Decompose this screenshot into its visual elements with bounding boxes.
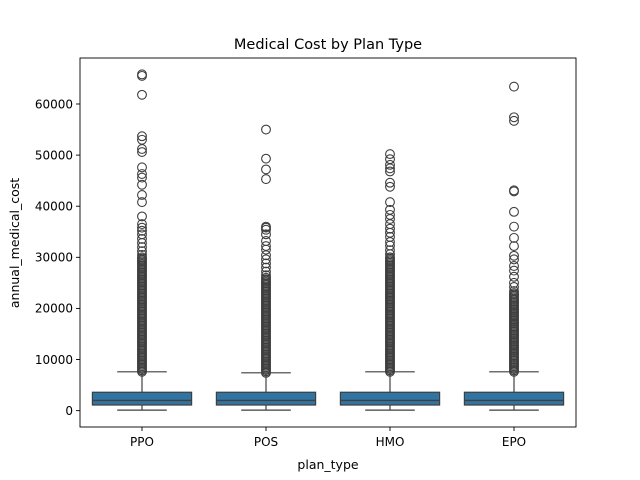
outlier-point xyxy=(385,181,395,192)
y-tick-label: 40000 xyxy=(35,200,73,214)
outlier-point xyxy=(509,232,519,243)
y-tick-label: 60000 xyxy=(35,97,73,111)
outlier-point xyxy=(509,241,519,252)
outlier-point xyxy=(137,246,147,257)
outlier-point xyxy=(137,229,147,240)
outlier-point xyxy=(261,229,271,240)
x-tick-label: POS xyxy=(254,435,278,449)
outlier-point xyxy=(137,249,147,260)
outlier-point xyxy=(137,252,147,263)
outlier-point xyxy=(385,223,395,234)
outlier-point xyxy=(261,266,271,277)
outlier-point xyxy=(509,185,519,196)
box-group-ppo xyxy=(91,69,193,411)
outlier-point xyxy=(137,219,147,230)
outlier-point xyxy=(509,250,519,261)
y-tick-label: 50000 xyxy=(35,148,73,162)
y-tick-label: 0 xyxy=(65,404,73,418)
outlier-point xyxy=(261,221,271,232)
outlier-point xyxy=(137,222,147,233)
outlier-point xyxy=(385,204,395,215)
outlier-point xyxy=(137,69,147,80)
outlier-point xyxy=(509,81,519,92)
outlier-point xyxy=(509,221,519,232)
outlier-point xyxy=(261,262,271,273)
box-group-pos xyxy=(215,124,317,411)
outlier-point xyxy=(385,154,395,165)
outlier-point xyxy=(261,258,271,269)
outlier-point xyxy=(385,231,395,242)
iqr-box xyxy=(215,391,317,406)
outlier-point xyxy=(261,241,271,252)
outlier-point xyxy=(509,112,519,123)
outlier-point xyxy=(385,166,395,177)
outlier-point xyxy=(137,134,147,145)
iqr-box xyxy=(339,391,441,406)
outlier-point xyxy=(137,211,147,222)
y-axis-label: annual_medical_cost xyxy=(7,178,22,308)
outlier-point xyxy=(509,271,519,282)
x-axis-label: plan_type xyxy=(297,457,358,472)
y-axis: 0 10000 20000 30000 40000 50000 60000 xyxy=(35,97,80,418)
outlier-point xyxy=(137,131,147,142)
outlier-point xyxy=(137,89,147,100)
outlier-point xyxy=(261,164,271,175)
outlier-point xyxy=(509,115,519,126)
outlier-point xyxy=(137,162,147,173)
x-tick-label: PPO xyxy=(130,435,154,449)
outlier-point xyxy=(137,172,147,183)
y-tick-label: 10000 xyxy=(35,353,73,367)
y-tick-label: 20000 xyxy=(35,302,73,316)
outlier-point xyxy=(137,169,147,179)
chart-title: Medical Cost by Plan Type xyxy=(234,37,422,53)
outlier-point xyxy=(137,225,147,236)
outlier-point xyxy=(385,149,395,160)
outlier-point xyxy=(385,159,395,170)
outlier-point xyxy=(385,197,395,208)
outlier-point xyxy=(385,245,395,256)
iqr-box xyxy=(91,391,193,406)
outlier-point xyxy=(509,254,519,265)
outlier-point xyxy=(261,272,271,283)
outlier-point xyxy=(509,206,519,217)
outlier-point xyxy=(261,174,271,185)
outlier-point xyxy=(509,261,519,271)
outlier-point xyxy=(261,124,271,135)
x-tick-label: EPO xyxy=(502,435,526,449)
outlier-point xyxy=(137,197,147,208)
plot-frame xyxy=(79,57,577,428)
outlier-point xyxy=(261,254,271,265)
outlier-point xyxy=(261,270,271,281)
outlier-point xyxy=(509,282,519,292)
plot-area xyxy=(91,69,565,411)
outlier-point xyxy=(385,177,395,188)
iqr-box xyxy=(463,391,565,406)
outlier-point xyxy=(261,153,271,164)
outlier-point xyxy=(137,179,147,190)
outlier-point xyxy=(509,277,519,288)
outlier-point xyxy=(137,190,147,200)
outlier-point xyxy=(137,147,147,157)
outlier-point xyxy=(137,242,147,253)
x-tick-label: HMO xyxy=(376,435,405,449)
outlier-point xyxy=(385,209,395,220)
box-group-hmo xyxy=(339,149,441,411)
y-tick-label: 30000 xyxy=(35,251,73,265)
x-axis: PPO POS HMO EPO xyxy=(130,427,526,449)
box-group-epo xyxy=(463,81,565,411)
outlier-point xyxy=(509,265,519,276)
outlier-point xyxy=(261,236,271,246)
outlier-point xyxy=(509,286,519,297)
outlier-point xyxy=(137,233,147,244)
outlier-point xyxy=(385,252,395,263)
